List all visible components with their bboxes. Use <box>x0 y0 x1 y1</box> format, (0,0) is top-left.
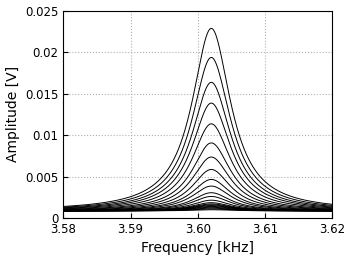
X-axis label: Frequency [kHz]: Frequency [kHz] <box>141 241 254 256</box>
Y-axis label: Amplitude [V]: Amplitude [V] <box>6 66 20 162</box>
